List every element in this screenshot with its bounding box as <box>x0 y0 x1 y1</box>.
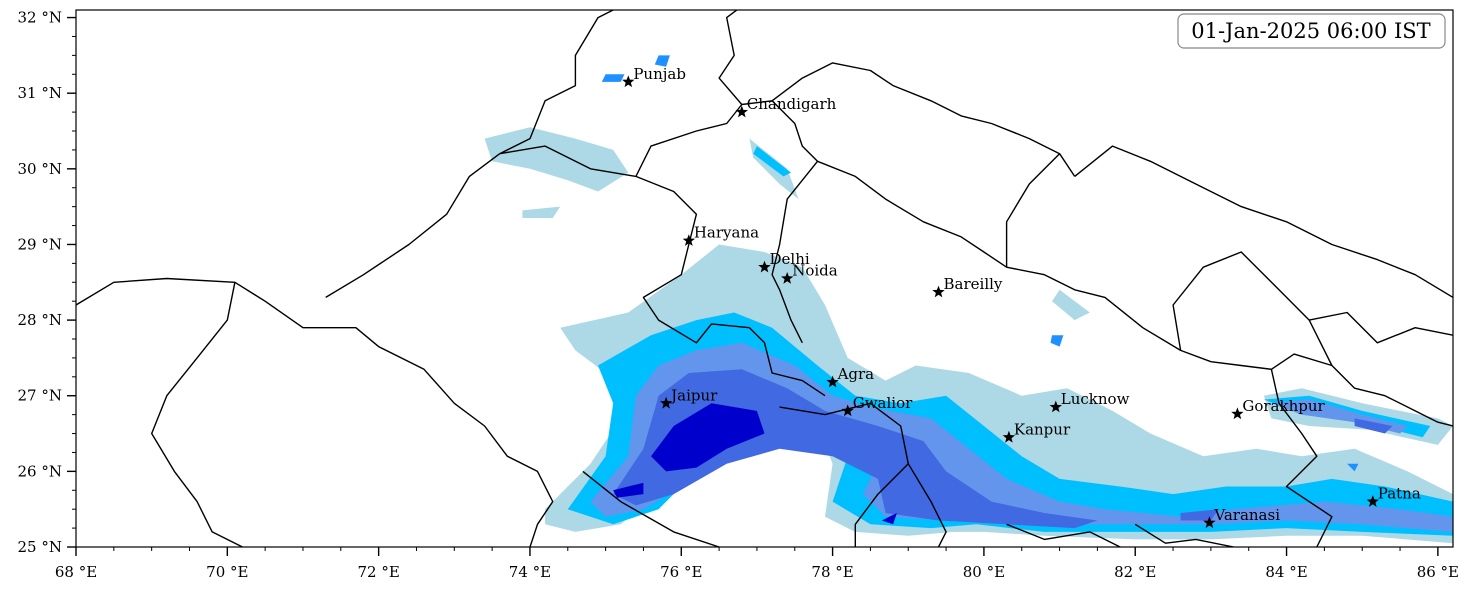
x-tick-label: 76 °E <box>660 563 702 581</box>
precip-band1-area-5 <box>522 206 561 218</box>
city-marker-varanasi <box>1203 516 1216 529</box>
city-label-lucknow: Lucknow <box>1061 390 1130 408</box>
precip-spot-area-1 <box>654 55 670 67</box>
city-label-patna: Patna <box>1378 485 1421 503</box>
city-marker-haryana <box>682 234 695 246</box>
state-borders <box>76 10 1453 547</box>
border-line-2 <box>325 10 615 299</box>
border-line-17 <box>1134 523 1234 547</box>
border-line-0 <box>76 277 554 547</box>
city-label-haryana: Haryana <box>694 224 759 242</box>
city-marker-noida <box>781 272 794 284</box>
border-line-6 <box>771 62 1076 177</box>
x-tick-label: 78 °E <box>811 563 853 581</box>
x-tick-label: 80 °E <box>963 563 1005 581</box>
precip-band2-area-2 <box>753 146 791 177</box>
border-line-8 <box>1005 153 1061 268</box>
precip-band5-area-0 <box>651 403 765 472</box>
city-label-bareilly: Bareilly <box>944 275 1003 293</box>
y-tick-label: 28 °N <box>18 311 62 329</box>
city-label-gorakhpur: Gorakhpur <box>1242 397 1325 415</box>
y-tick-label: 30 °N <box>18 160 62 178</box>
city-label-kanpur: Kanpur <box>1014 420 1071 438</box>
precip-band3-area-0 <box>590 342 1453 532</box>
city-label-delhi: Delhi <box>770 250 810 268</box>
border-line-5 <box>718 10 743 105</box>
precip-spot-area-0 <box>601 74 625 82</box>
border-line-9 <box>1074 145 1453 299</box>
timestamp-box: 01-Jan-2025 06:00 IST <box>1177 13 1446 49</box>
border-line-1 <box>151 282 243 547</box>
city-marker-bareilly <box>932 285 945 298</box>
city-label-agra: Agra <box>837 365 875 383</box>
plot-frame <box>75 9 1454 548</box>
x-tick-label: 82 °E <box>1114 563 1156 581</box>
x-tick-label: 68 °E <box>55 563 97 581</box>
border-line-13 <box>582 470 720 547</box>
y-tick-label: 26 °N <box>18 462 62 480</box>
precip-band1-area-0 <box>545 244 1453 544</box>
city-marker-patna <box>1366 495 1379 507</box>
city-label-varanasi: Varanasi <box>1213 506 1280 524</box>
city-marker-jaipur <box>660 396 673 409</box>
city-label-chandigarh: Chandigarh <box>747 95 837 113</box>
city-marker-lucknow <box>1049 400 1062 413</box>
precipitation-bands <box>484 55 1453 544</box>
border-line-10 <box>1172 251 1333 366</box>
city-marker-delhi <box>758 260 771 273</box>
border-line-16 <box>1006 523 1121 547</box>
city-marker-gwalior <box>841 404 854 417</box>
city-marker-punjab <box>622 75 635 88</box>
border-line-15 <box>907 463 947 547</box>
city-marker-agra <box>826 375 839 388</box>
x-tick-label: 72 °E <box>357 563 399 581</box>
city-label-gwalior: Gwalior <box>853 394 913 412</box>
border-line-7 <box>817 160 1453 427</box>
city-label-punjab: Punjab <box>633 65 686 83</box>
precip-band1-area-1 <box>484 127 629 192</box>
city-marker-gorakhpur <box>1231 407 1244 420</box>
precip-spot-area-2 <box>1050 335 1064 347</box>
x-tick-label: 74 °E <box>509 563 551 581</box>
axis-ticks: 68 °E 70 °E 72 °E 74 °E 76 °E 78 °E 80 °E 82 °E… <box>18 9 1460 581</box>
y-tick-label: 31 °N <box>18 84 62 102</box>
border-line-4 <box>635 100 819 344</box>
y-tick-label: 32 °N <box>18 9 62 27</box>
city-marker-chandigarh <box>735 105 748 118</box>
precip-spot-area-3 <box>1347 463 1359 472</box>
y-tick-label: 29 °N <box>18 235 62 253</box>
precip-band5-area-2 <box>881 513 897 525</box>
border-line-12 <box>1270 369 1333 547</box>
x-tick-label: 86 °E <box>1417 563 1459 581</box>
x-tick-label: 70 °E <box>206 563 248 581</box>
city-marker-kanpur <box>1002 430 1016 443</box>
city-label-jaipur: Jaipur <box>669 386 718 404</box>
precip-band1-area-4 <box>1052 289 1090 321</box>
border-line-11 <box>1309 311 1453 344</box>
x-tick-label: 84 °E <box>1265 563 1307 581</box>
y-tick-label: 25 °N <box>18 538 62 556</box>
border-line-14 <box>779 402 909 547</box>
precip-band4-area-2 <box>1354 418 1393 434</box>
city-label-noida: Noida <box>792 262 838 280</box>
border-line-3 <box>499 145 826 397</box>
y-tick-label: 27 °N <box>18 387 62 405</box>
precip-band5-area-1 <box>613 482 644 498</box>
timestamp: 01-Jan-2025 06:00 IST <box>1191 19 1430 43</box>
